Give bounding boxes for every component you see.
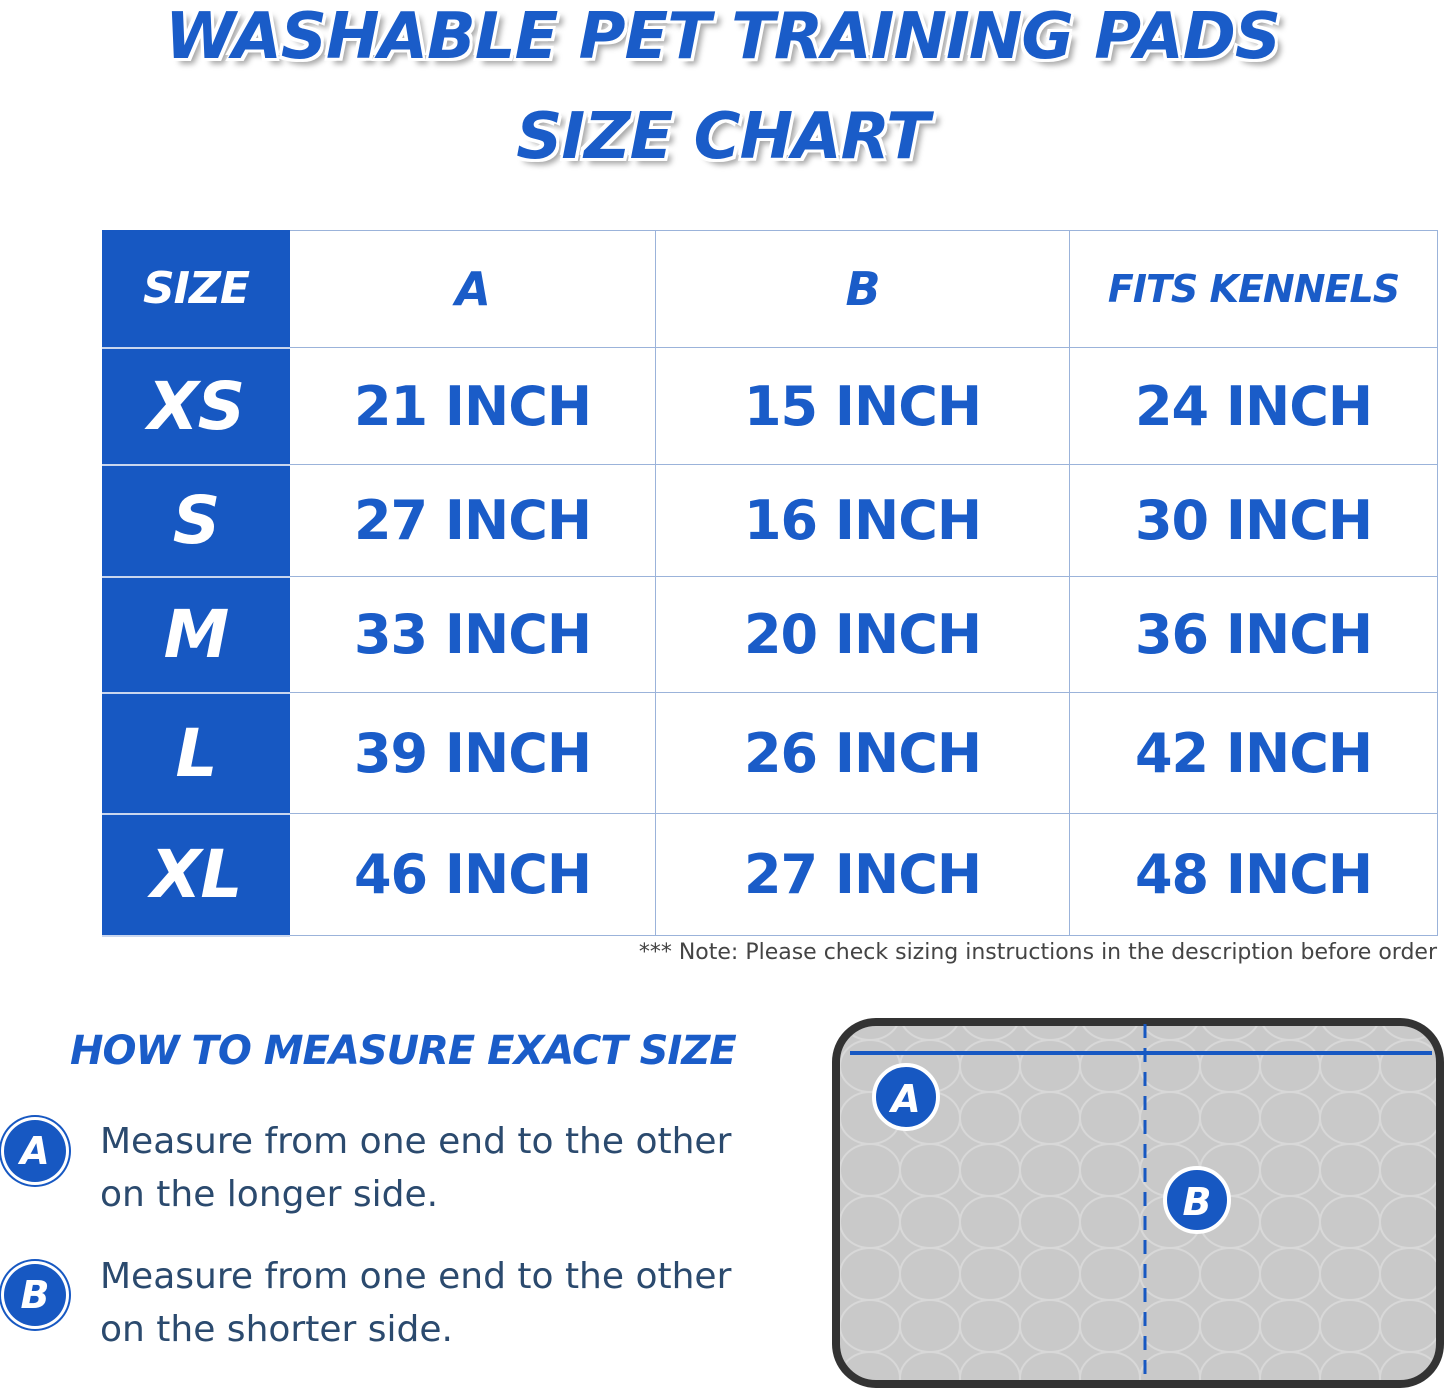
step-badge: A — [4, 1120, 66, 1182]
size-cell: S — [102, 464, 290, 578]
table-row: M 33 INCH 20 INCH 36 INCH — [102, 576, 1438, 694]
size-cell: XS — [102, 347, 290, 466]
diagram-badge — [872, 1063, 940, 1131]
pad-pattern — [840, 1026, 1436, 1380]
step-text: Measure from one end to the other on the… — [100, 1121, 732, 1215]
size-cell: L — [102, 692, 290, 815]
table-row: XS 21 INCH 15 INCH 24 INCH — [102, 347, 1438, 466]
value-cell: 16 INCH — [655, 464, 1070, 577]
column-header: SIZE — [102, 230, 290, 349]
table-header: SIZE A B FITS KENNELS — [102, 230, 1438, 349]
value-cell: 39 INCH — [289, 692, 656, 814]
diagram-label: A — [888, 1077, 920, 1121]
size-table: SIZE A B FITS KENNELS XS 21 INCH 15 INCH 24… — [102, 230, 1438, 937]
value-cell: 42 INCH — [1069, 692, 1438, 814]
step-badge: B — [4, 1264, 66, 1326]
value-cell: 33 INCH — [289, 576, 656, 693]
column-header: FITS KENNELS — [1069, 230, 1438, 348]
table-row: XL 46 INCH 27 INCH 48 INCH — [102, 813, 1438, 937]
value-cell: 27 INCH — [289, 464, 656, 577]
value-cell: 30 INCH — [1069, 464, 1438, 577]
table-row: L 39 INCH 26 INCH 42 INCH — [102, 692, 1438, 815]
value-cell: 20 INCH — [655, 576, 1070, 693]
value-cell: 24 INCH — [1069, 347, 1438, 465]
value-cell: 15 INCH — [655, 347, 1070, 465]
note: *** Note: Please check sizing instructio… — [638, 940, 1437, 965]
value-cell: 36 INCH — [1069, 576, 1438, 693]
diagram-badge — [1163, 1166, 1231, 1234]
value-cell: 48 INCH — [1069, 813, 1438, 936]
title-line: SIZE CHART — [516, 100, 929, 174]
size-cell: M — [102, 576, 290, 694]
diagram-label: B — [1183, 1180, 1212, 1224]
value-cell: 26 INCH — [655, 692, 1070, 814]
value-cell: 21 INCH — [289, 347, 656, 465]
column-header: A — [289, 230, 656, 348]
table-row: S 27 INCH 16 INCH 30 INCH — [102, 464, 1438, 578]
measure-title: HOW TO MEASURE EXACT SIZE — [70, 1028, 737, 1074]
value-cell: 27 INCH — [655, 813, 1070, 936]
step-text: Measure from one end to the other on the… — [100, 1256, 732, 1350]
title-line: WASHABLE PET TRAINING PADS — [165, 0, 1281, 74]
size-cell: XL — [102, 813, 290, 937]
value-cell: 46 INCH — [289, 813, 656, 936]
